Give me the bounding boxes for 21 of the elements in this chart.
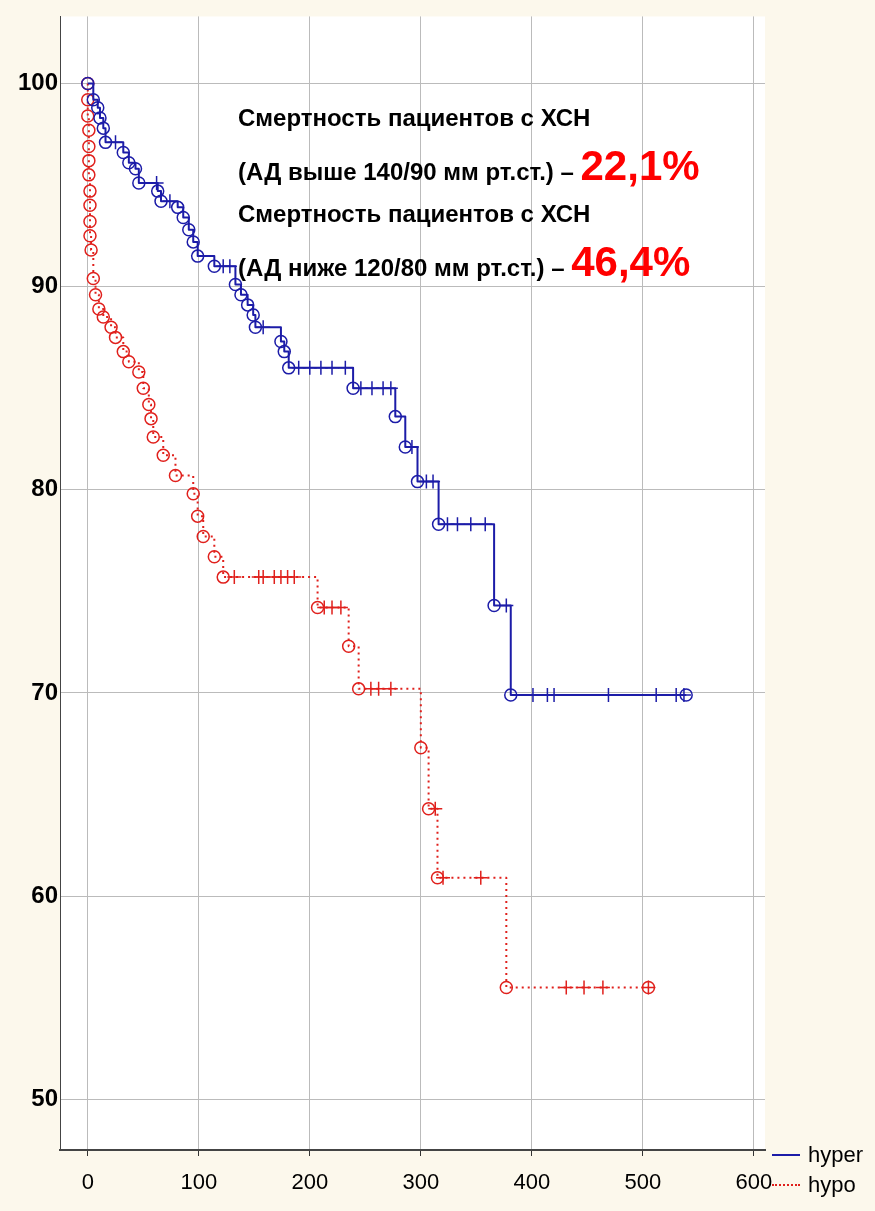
annotation: (АД выше 140/90 мм рт.ст.) – <box>238 158 574 185</box>
x-tick-label: 200 <box>291 1169 329 1195</box>
y-tick-label: 90 <box>31 271 58 299</box>
legend-label: hypo <box>808 1171 856 1199</box>
y-tick-label: 100 <box>17 68 58 96</box>
x-tick-label: 100 <box>180 1169 218 1195</box>
x-tick-label: 500 <box>624 1169 662 1195</box>
annotation: 46,4% <box>571 238 691 285</box>
annotation: Смертность пациентов с ХСН <box>238 199 592 229</box>
y-tick-label: 60 <box>31 880 58 908</box>
x-tick-label: 0 <box>81 1169 94 1195</box>
x-tick-label: 600 <box>735 1169 773 1195</box>
y-tick-label: 70 <box>31 677 58 705</box>
annotation: Смертность пациентов с ХСН <box>238 103 592 133</box>
annotation: 22,1% <box>580 142 700 189</box>
x-tick-label: 400 <box>513 1169 551 1195</box>
y-tick-label: 50 <box>31 1083 58 1111</box>
x-tick-label: 300 <box>402 1169 440 1195</box>
legend-label: hyper <box>808 1141 864 1169</box>
y-tick-label: 80 <box>31 474 58 502</box>
annotation: (АД ниже 120/80 мм рт.ст.) – <box>238 254 565 281</box>
